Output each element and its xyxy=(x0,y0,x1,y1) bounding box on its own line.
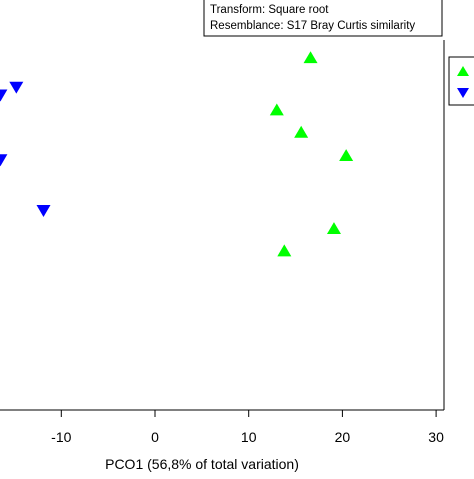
legend-frame xyxy=(448,56,474,106)
x-tick-label: -10 xyxy=(51,429,71,445)
x-tick-label: 0 xyxy=(151,429,159,445)
info-box-frame xyxy=(203,0,443,37)
info-box: Transform: Square root Resemblance: S17 … xyxy=(203,0,443,37)
legend-marker-blue-triangle-down xyxy=(457,88,469,98)
point-green-triangle-up xyxy=(326,222,341,235)
x-axis-label: PCO1 (56,8% of total variation) xyxy=(105,456,299,472)
point-green-triangle-up xyxy=(303,51,318,64)
point-blue-triangle-down xyxy=(36,205,51,217)
x-ticks xyxy=(60,410,437,417)
info-transform-text: Transform: Square root xyxy=(210,4,329,16)
info-resemblance-text: Resemblance: S17 Bray Curtis similarity xyxy=(210,20,415,32)
point-green-triangle-up xyxy=(277,244,292,257)
x-tick-label: 30 xyxy=(428,429,444,445)
point-green-triangle-up xyxy=(269,103,284,116)
point-blue-triangle-down xyxy=(0,89,8,102)
x-tick-label: 10 xyxy=(241,429,257,445)
point-blue-triangle-down xyxy=(9,81,24,94)
point-green-triangle-up xyxy=(339,149,354,162)
point-green-triangle-up xyxy=(294,125,309,138)
point-blue-triangle-down xyxy=(0,154,8,167)
legend-marker-green-triangle-up xyxy=(457,66,469,76)
legend xyxy=(448,56,474,106)
x-tick-label: 20 xyxy=(335,429,351,445)
x-tick-labels: -10 0 10 20 30 xyxy=(51,429,444,445)
data-points xyxy=(0,51,354,257)
